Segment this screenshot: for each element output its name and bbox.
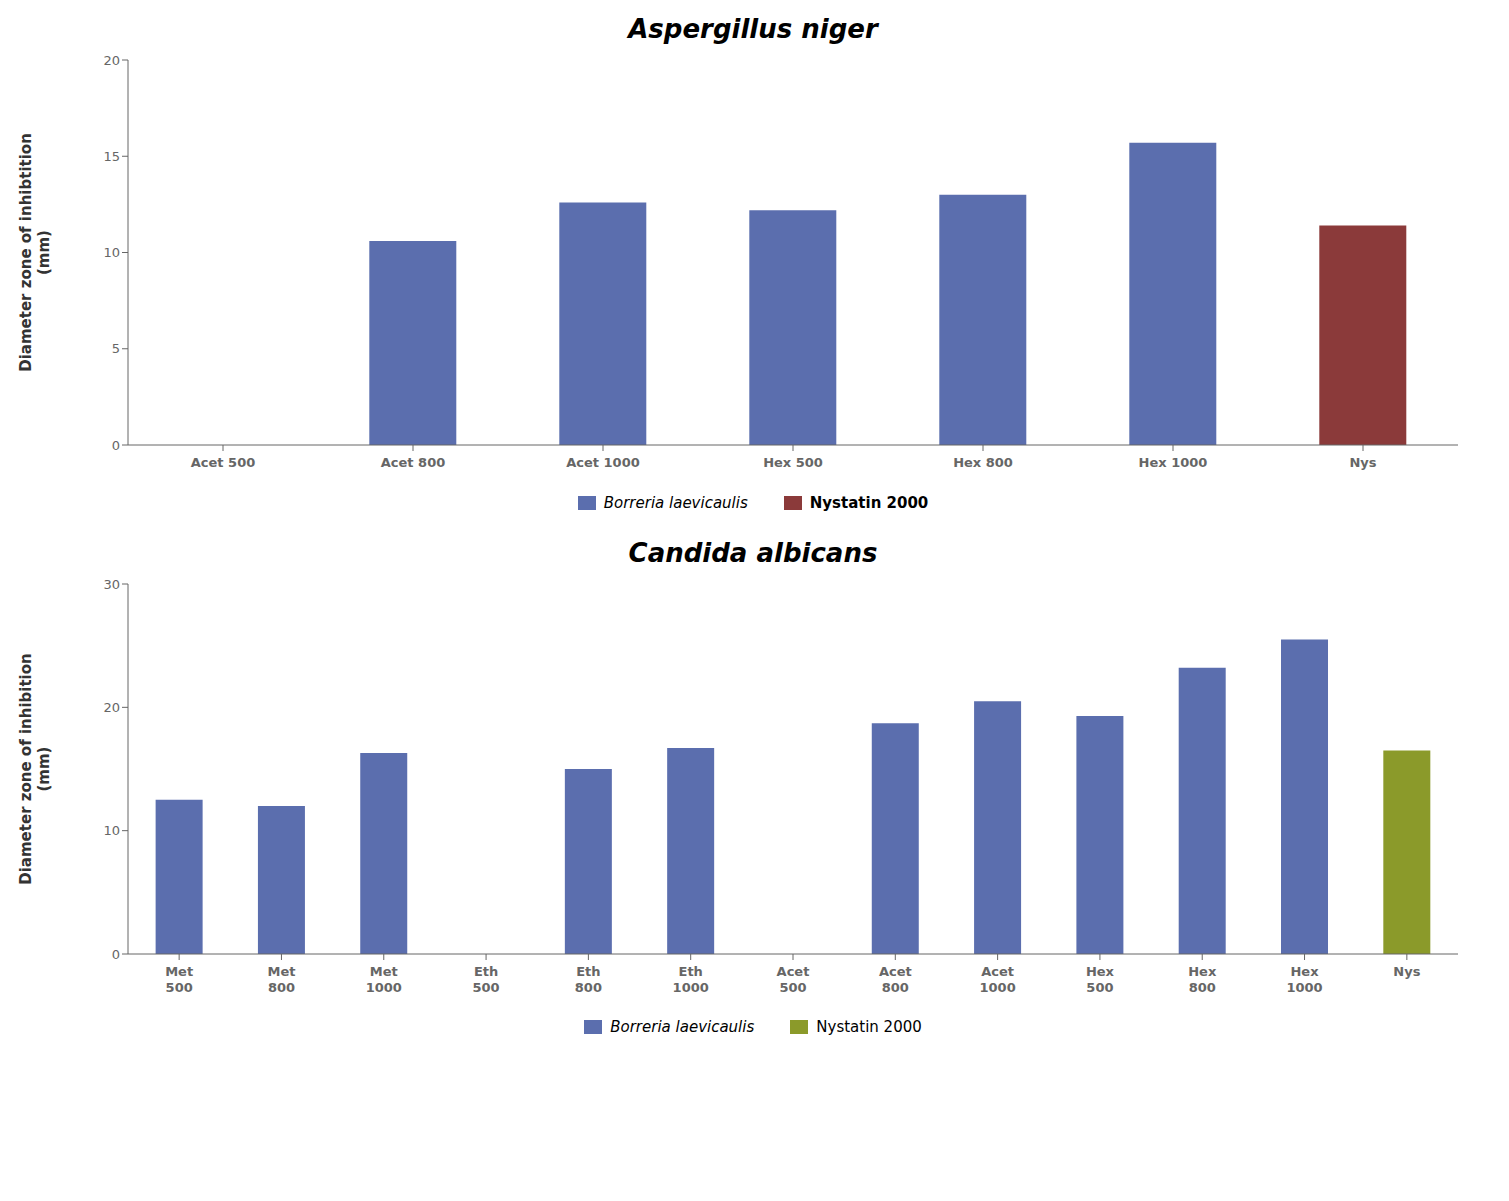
- svg-text:Acet 800: Acet 800: [381, 455, 445, 470]
- svg-text:Diameter zone of inhibtition(m: Diameter zone of inhibtition(mm): [17, 133, 53, 372]
- svg-text:Met800: Met800: [267, 964, 295, 995]
- svg-text:Hex500: Hex500: [1086, 964, 1115, 995]
- svg-text:30: 30: [103, 577, 120, 592]
- svg-text:0: 0: [112, 947, 120, 962]
- svg-text:Eth500: Eth500: [473, 964, 500, 995]
- svg-text:10: 10: [103, 245, 120, 260]
- svg-text:Diameter zone of inhibition(mm: Diameter zone of inhibition(mm): [17, 653, 53, 884]
- svg-text:0: 0: [112, 438, 120, 453]
- svg-text:Nys: Nys: [1349, 455, 1376, 470]
- svg-text:5: 5: [112, 341, 120, 356]
- html-text:Candida albicans: Candida albicans: [628, 538, 878, 568]
- svg-text:Hex800: Hex800: [1188, 964, 1217, 995]
- svg-text:Hex1000: Hex1000: [1286, 964, 1322, 995]
- svg-text:Acet500: Acet500: [777, 964, 810, 995]
- svg-text:15: 15: [103, 149, 120, 164]
- html-text:Nystatin 2000: Nystatin 2000: [809, 494, 929, 512]
- svg-text:Acet 1000: Acet 1000: [566, 455, 640, 470]
- svg-text:20: 20: [103, 53, 120, 68]
- html-text:Aspergillus niger: Aspergillus niger: [628, 14, 878, 44]
- svg-text:Met1000: Met1000: [366, 964, 402, 995]
- svg-text:20: 20: [103, 700, 120, 715]
- svg-text:Acet 500: Acet 500: [191, 455, 255, 470]
- svg-text:Nys: Nys: [1393, 964, 1420, 979]
- svg-text:Hex 1000: Hex 1000: [1139, 455, 1208, 470]
- svg-text:Eth800: Eth800: [575, 964, 602, 995]
- svg-text:Acet800: Acet800: [879, 964, 912, 995]
- html-text:Borreria laevicaulis: Borreria laevicaulis: [603, 494, 748, 512]
- svg-text:Acet1000: Acet1000: [980, 964, 1016, 995]
- html-text:Nystatin 2000: Nystatin 2000: [816, 1018, 922, 1036]
- svg-text:Eth1000: Eth1000: [673, 964, 709, 995]
- svg-text:Met500: Met500: [165, 964, 193, 995]
- svg-text:Hex 500: Hex 500: [763, 455, 823, 470]
- svg-text:10: 10: [103, 823, 120, 838]
- svg-text:Hex 800: Hex 800: [953, 455, 1013, 470]
- html-text:Borreria laevicaulis: Borreria laevicaulis: [610, 1018, 755, 1036]
